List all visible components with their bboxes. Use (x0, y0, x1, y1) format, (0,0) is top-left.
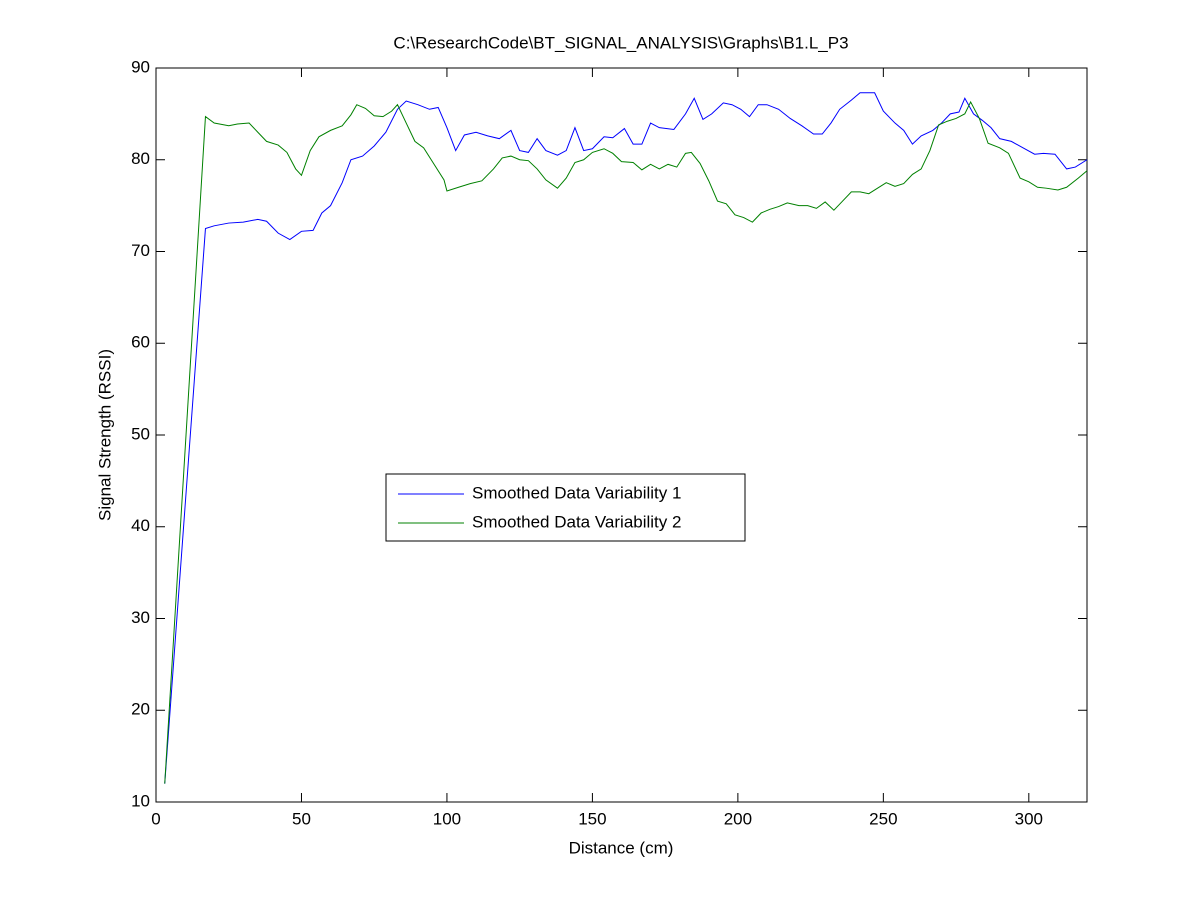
y-axis-label: Signal Strength (RSSI) (95, 349, 114, 521)
y-tick-label: 60 (131, 333, 150, 352)
y-tick-label: 80 (131, 149, 150, 168)
y-tick-label: 90 (131, 57, 150, 76)
x-tick-label: 100 (433, 809, 461, 828)
y-tick-label: 50 (131, 424, 150, 443)
y-tick-label: 20 (131, 700, 150, 719)
data-line (164, 100, 1088, 784)
chart-title: C:\ResearchCode\BT_SIGNAL_ANALYSIS\Graph… (393, 33, 848, 52)
y-tick-label: 40 (131, 516, 150, 535)
x-tick-label: 250 (869, 809, 897, 828)
x-tick-label: 300 (1015, 809, 1043, 828)
legend-box (385, 473, 746, 542)
x-tick-label: 150 (578, 809, 606, 828)
legend-label: Smoothed Data Variability 1 (472, 483, 681, 502)
y-tick-label: 30 (131, 608, 150, 627)
data-line (164, 92, 1088, 784)
x-tick-label: 200 (724, 809, 752, 828)
x-axis-label: Distance (cm) (569, 838, 674, 857)
x-tick-label: 0 (151, 809, 160, 828)
x-tick-label: 50 (292, 809, 311, 828)
legend-label: Smoothed Data Variability 2 (472, 512, 681, 531)
y-tick-label: 70 (131, 241, 150, 260)
y-tick-label: 10 (131, 791, 150, 810)
